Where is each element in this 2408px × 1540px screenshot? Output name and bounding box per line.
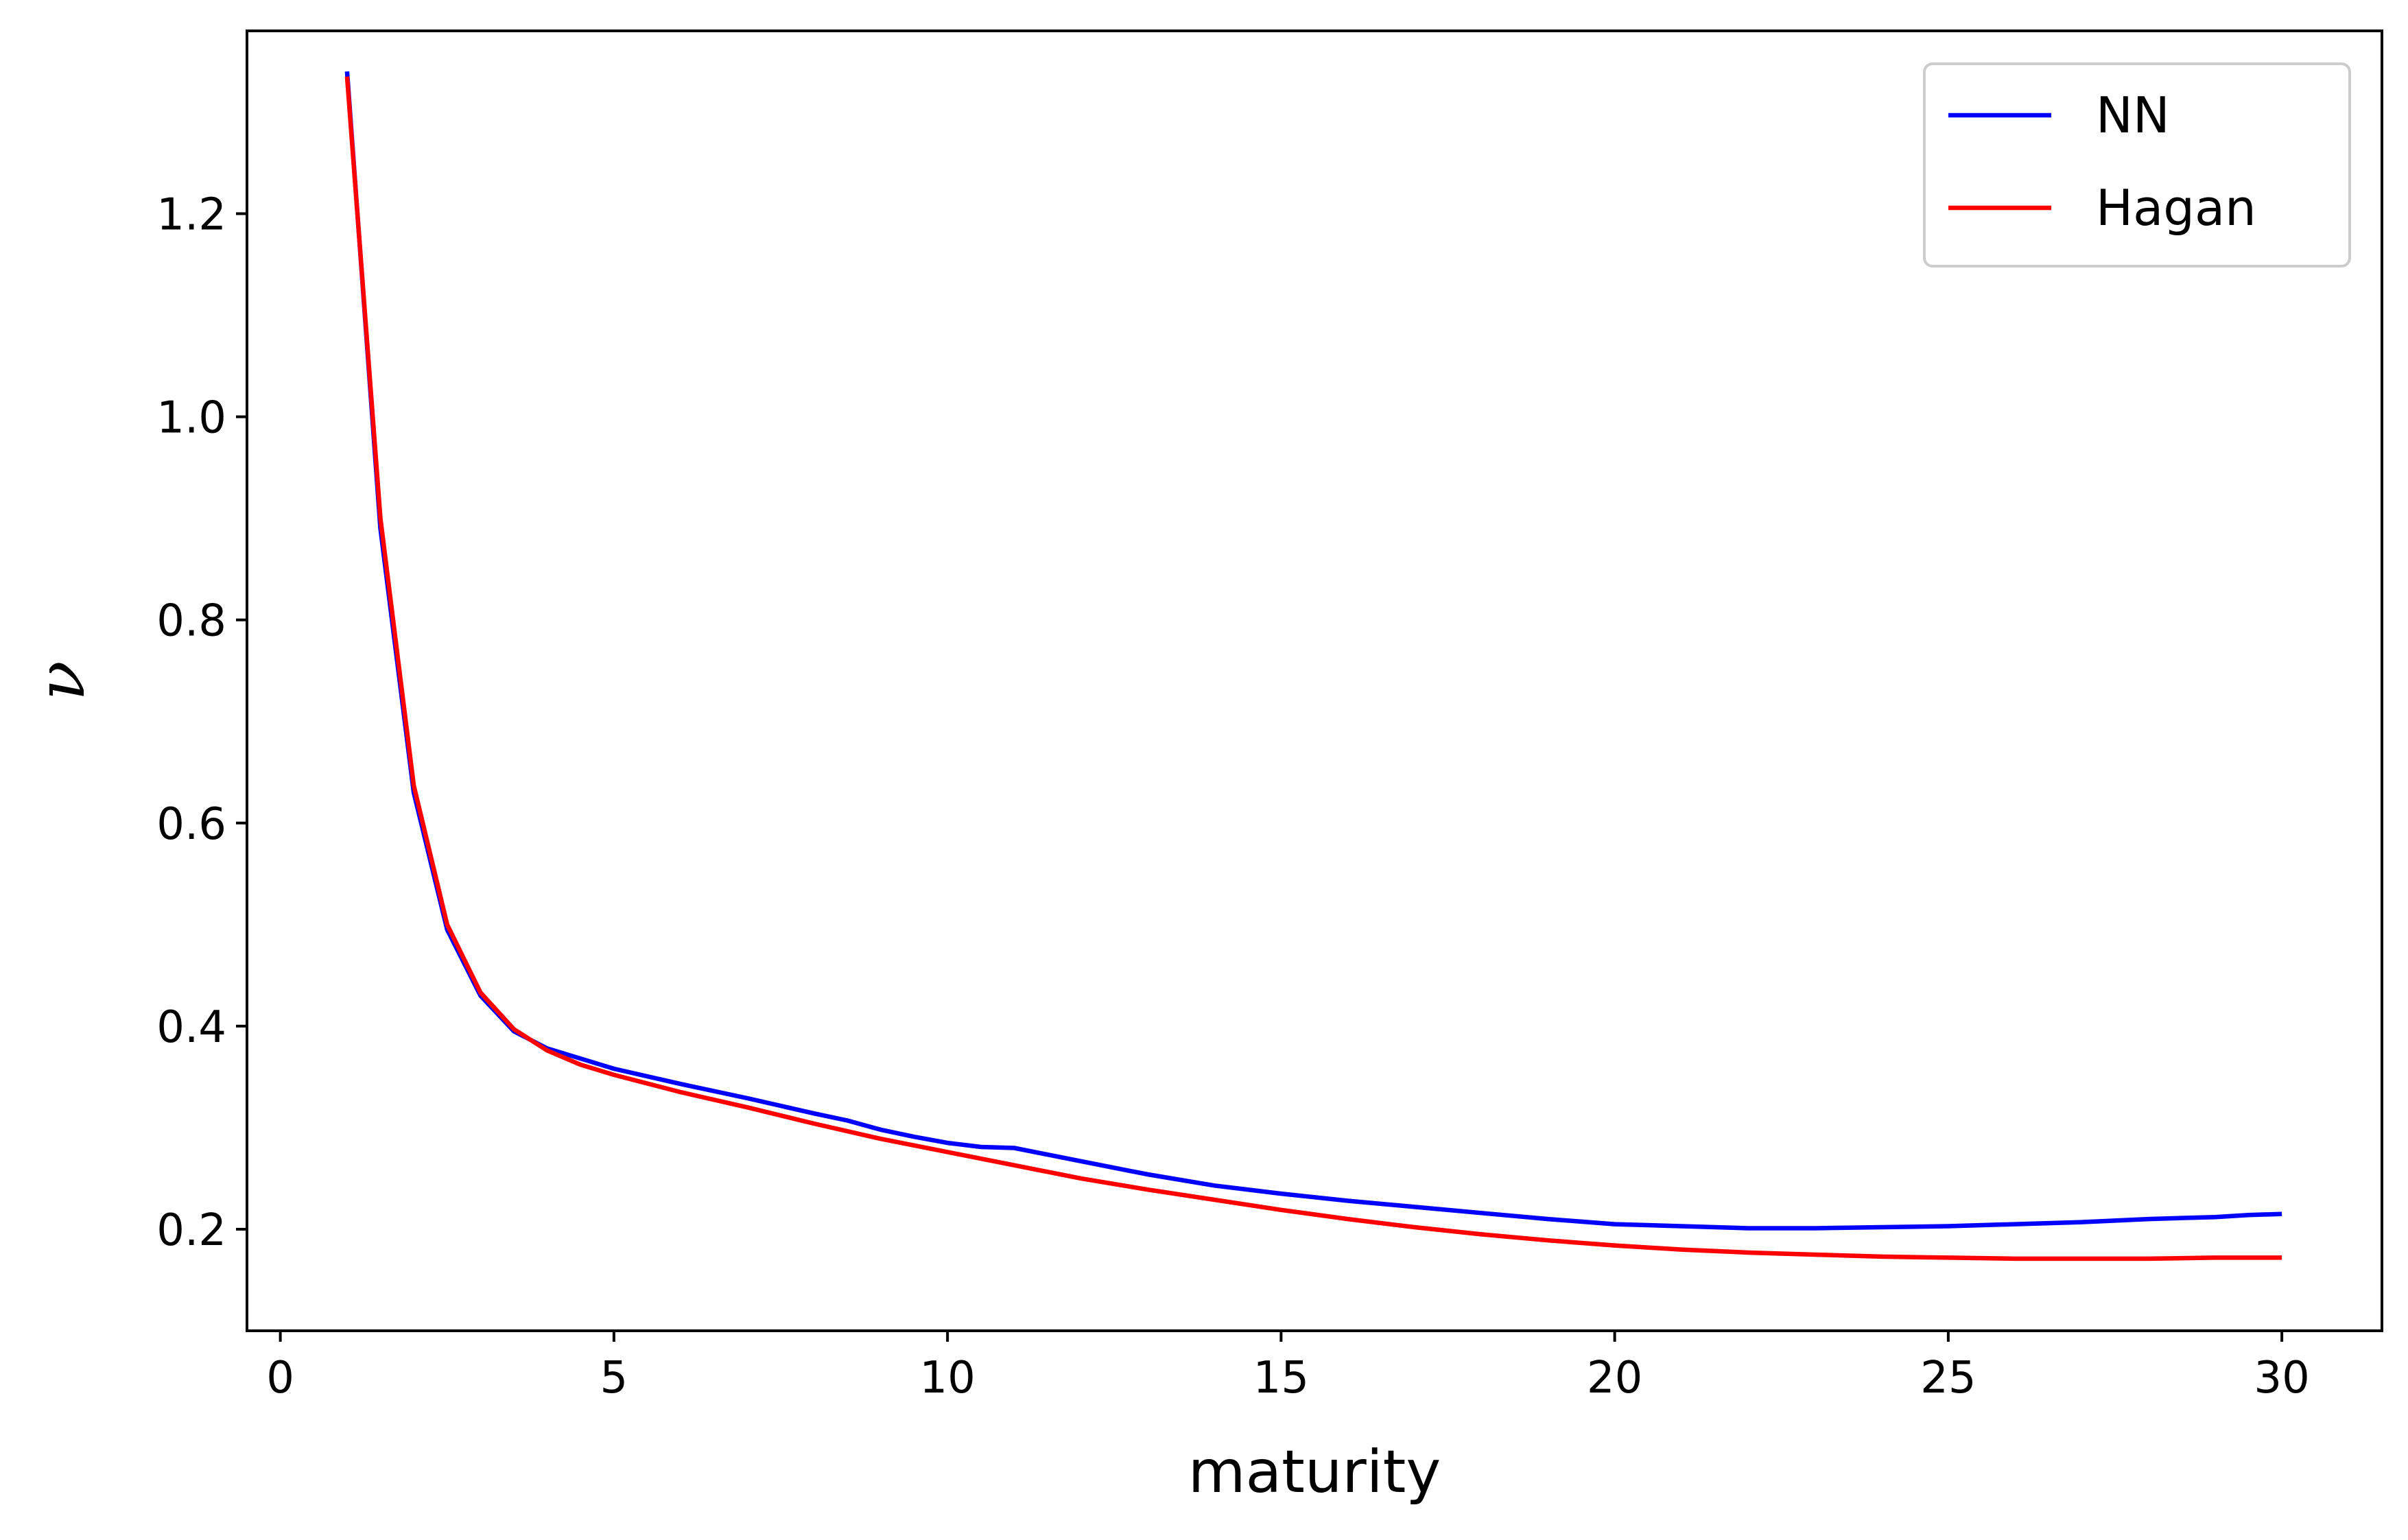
x-tick-label: 20 bbox=[1587, 1353, 1642, 1403]
y-tick-label: 1.2 bbox=[156, 189, 226, 240]
x-tick-label: 5 bbox=[600, 1353, 628, 1403]
tick-layer: 0 5 10 15 20 25 30 0.2 0.4 0.6 0.8 1.0 1.2 bbox=[156, 189, 2310, 1403]
x-axis-label: maturity bbox=[1188, 1438, 1441, 1506]
series-line-hagan bbox=[344, 76, 2282, 1261]
y-tick-label: 0.4 bbox=[156, 1002, 226, 1053]
x-tick-label: 0 bbox=[266, 1353, 294, 1403]
plot-frame bbox=[246, 29, 2383, 1332]
legend: NN Hagan bbox=[1923, 62, 2351, 268]
x-tick-label: 10 bbox=[919, 1353, 975, 1403]
legend-label-hagan: Hagan bbox=[2096, 179, 2256, 237]
y-tick-label: 1.0 bbox=[156, 393, 226, 444]
y-tick-label: 0.6 bbox=[156, 799, 226, 850]
x-tick-label: 15 bbox=[1253, 1353, 1309, 1403]
y-tick-label: 0.8 bbox=[156, 596, 226, 647]
y-axis-label: ν bbox=[23, 661, 99, 700]
legend-label-nn: NN bbox=[2096, 86, 2170, 144]
series-layer bbox=[344, 71, 2282, 1261]
series-line-nn bbox=[344, 71, 2282, 1231]
x-tick-label: 30 bbox=[2254, 1353, 2309, 1403]
x-tick-label: 25 bbox=[1920, 1353, 1976, 1403]
y-tick-label: 0.2 bbox=[156, 1205, 226, 1256]
